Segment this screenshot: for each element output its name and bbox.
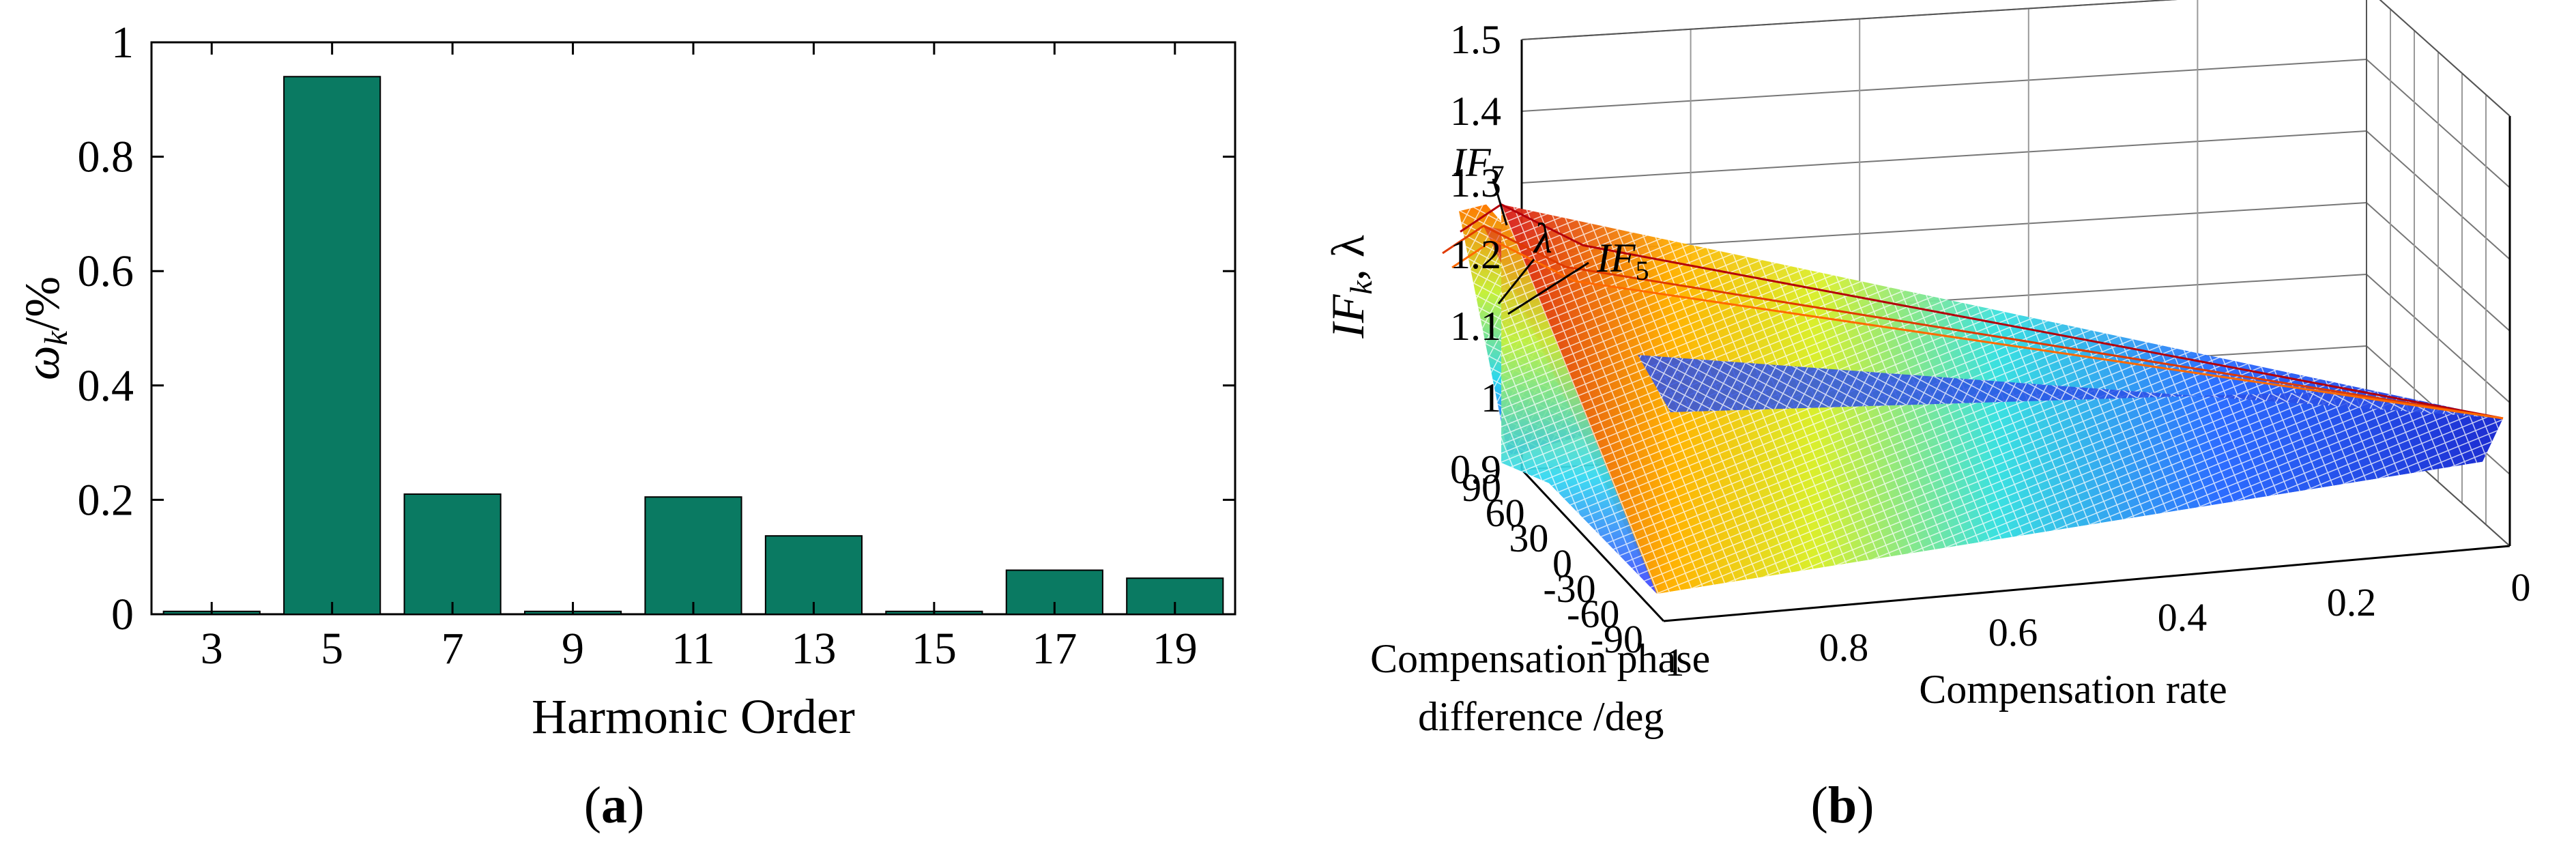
rate-tick-label: 0 bbox=[2511, 565, 2531, 609]
y-tick-label: 0.4 bbox=[78, 361, 134, 411]
rate-axis-label: Compensation rate bbox=[1919, 667, 2227, 712]
bar-13 bbox=[764, 535, 863, 615]
annotation-if7: IF7 bbox=[1451, 140, 1505, 190]
surface-left-skirt-mesh bbox=[1501, 204, 1657, 594]
z-grid-line bbox=[1521, 130, 2367, 184]
axes-box-b bbox=[1520, 0, 2511, 622]
phase-tick-label: -30 bbox=[1543, 566, 1595, 611]
annotation-leaders bbox=[1492, 178, 1589, 315]
x-tick-label: 9 bbox=[562, 624, 584, 674]
z-tick-label: 1.2 bbox=[1450, 232, 1501, 277]
panel-label-a: (a) bbox=[584, 777, 645, 834]
y-tick-label: 0.2 bbox=[78, 475, 134, 525]
z-tick-label: 1.1 bbox=[1450, 304, 1501, 349]
x-tick-label: 7 bbox=[442, 624, 464, 674]
y-tick-label: 0 bbox=[111, 590, 134, 639]
bar-11 bbox=[644, 496, 742, 616]
box-edge bbox=[2379, 0, 2510, 117]
x-tick-label: 13 bbox=[791, 624, 836, 674]
annotation-if5: IF5 bbox=[1596, 235, 1649, 286]
ridge-λ bbox=[1442, 225, 2504, 420]
rate-tick-label: 1 bbox=[1665, 640, 1685, 685]
z-tick-label: 1 bbox=[1481, 375, 1501, 420]
x-axis-label-a: Harmonic Order bbox=[532, 689, 855, 744]
surface-rear-plateau-mesh bbox=[1638, 355, 2503, 418]
y-tick-label: 0.6 bbox=[78, 246, 134, 296]
rate-ticks-b: 1 0.8 0.6 0.4 0.2 0 bbox=[1665, 565, 2531, 685]
x-tick-label: 3 bbox=[201, 624, 223, 674]
z-grid-line bbox=[1521, 0, 2178, 40]
panel-label-b: (b) bbox=[1811, 777, 1875, 834]
box-edge bbox=[1520, 468, 1665, 622]
bar-chart-panel-a: 0 0.2 0.4 0.6 0.8 1 3 5 7 9 11 13 15 17 19 Harmonic O… bbox=[15, 18, 1236, 834]
phase-tick-label: 90 bbox=[1462, 465, 1501, 510]
x-tick-label: 19 bbox=[1153, 624, 1198, 674]
z-tick-label: 0.9 bbox=[1450, 447, 1501, 492]
bar-5 bbox=[283, 76, 381, 615]
box-edge bbox=[1521, 0, 2178, 40]
x-tick-label: 15 bbox=[912, 624, 957, 674]
x-tick-label: 17 bbox=[1032, 624, 1077, 674]
z-grid-line bbox=[1521, 59, 2367, 112]
ridge-IF7 bbox=[1460, 203, 2504, 420]
y-axis-label-a: ωk/% bbox=[15, 276, 74, 380]
rate-tick-label: 0.8 bbox=[1819, 625, 1869, 670]
x-tick-label: 5 bbox=[321, 624, 343, 674]
phase-tick-label: -60 bbox=[1567, 592, 1619, 636]
bar-7 bbox=[403, 493, 502, 616]
z-tick-label: 1.5 bbox=[1450, 17, 1501, 62]
phase-tick-label: 60 bbox=[1486, 491, 1525, 535]
phase-axis-label-line1: Compensation phase bbox=[1370, 636, 1710, 681]
z-axis-label-b: IFk, λ bbox=[1322, 235, 1378, 339]
bars-a bbox=[162, 76, 1224, 616]
surface-mesh bbox=[1442, 203, 2504, 594]
rate-tick-label: 0.6 bbox=[1988, 610, 2038, 654]
x-ticks-a: 3 5 7 9 11 13 15 17 19 bbox=[201, 42, 1198, 674]
box-edge bbox=[1663, 545, 2510, 622]
z-tick-label: 1.4 bbox=[1450, 89, 1501, 134]
y-tick-label: 0.8 bbox=[78, 132, 134, 182]
phase-tick-label: -90 bbox=[1591, 617, 1643, 661]
phase-tick-label: 30 bbox=[1509, 516, 1548, 560]
x-tick-label: 11 bbox=[671, 624, 715, 674]
phase-axis-label-line2: difference /deg bbox=[1418, 694, 1664, 739]
rate-tick-label: 0.2 bbox=[2327, 580, 2377, 624]
rate-tick-label: 0.4 bbox=[2158, 595, 2208, 639]
phase-tick-label: 0 bbox=[1552, 541, 1572, 586]
annotation-lambda: λ bbox=[1533, 216, 1552, 262]
y-tick-label: 1 bbox=[111, 18, 134, 68]
z-tick-label: 1.3 bbox=[1450, 160, 1501, 205]
y-ticks-a: 0 0.2 0.4 0.6 0.8 1 bbox=[78, 18, 1235, 639]
z-ticks-b: 0.9 1 1.1 1.2 1.3 1.4 1.5 bbox=[1450, 17, 1501, 492]
